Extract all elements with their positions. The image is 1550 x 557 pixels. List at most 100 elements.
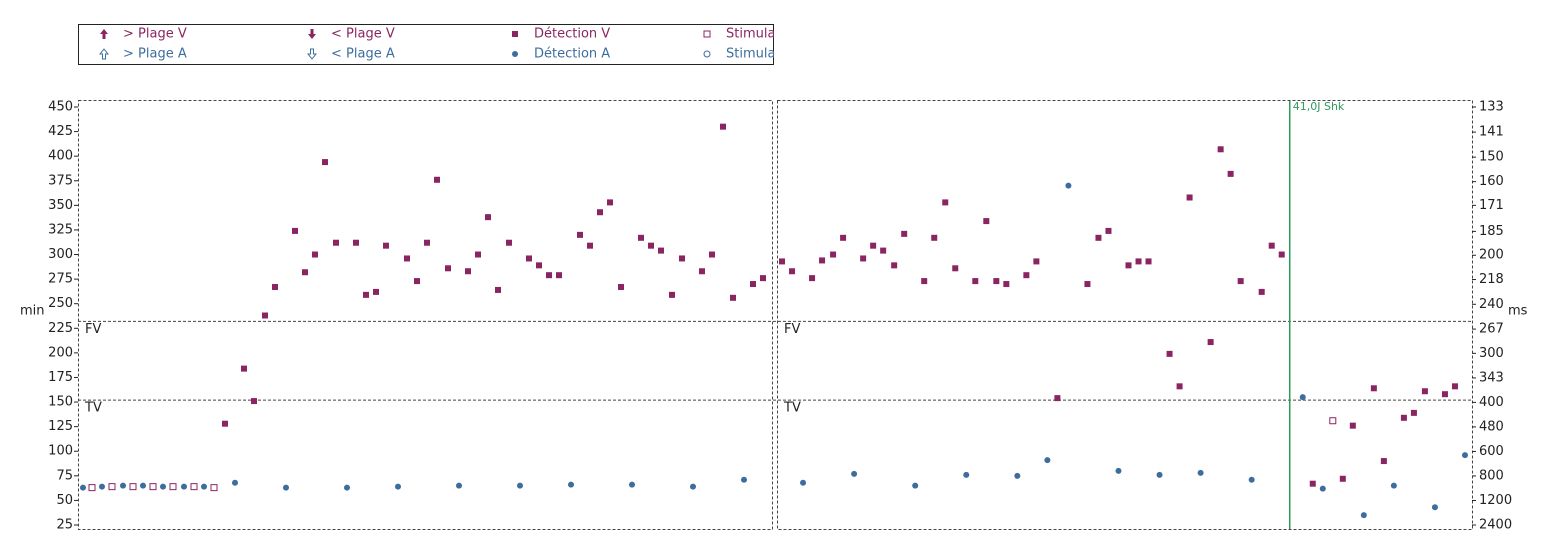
point xyxy=(1339,475,1346,482)
y-axis-label: min xyxy=(20,304,45,319)
point xyxy=(830,251,837,258)
y2-tick-label: 267 xyxy=(1479,322,1504,337)
point xyxy=(607,199,613,206)
point xyxy=(840,234,847,241)
y-tick-label: 150 xyxy=(48,395,73,410)
point xyxy=(1003,281,1010,288)
point xyxy=(789,268,796,275)
y2-tick-label: 600 xyxy=(1479,444,1504,459)
point xyxy=(993,278,1000,285)
legend-label: < Plage A xyxy=(331,47,395,62)
point xyxy=(952,265,959,272)
point xyxy=(1084,281,1091,288)
point xyxy=(921,278,928,285)
y2-tick-label: 141 xyxy=(1479,125,1504,140)
point xyxy=(851,470,858,477)
point xyxy=(800,479,807,486)
point xyxy=(741,476,747,483)
point xyxy=(577,231,583,238)
point xyxy=(720,123,726,130)
point xyxy=(1329,417,1337,425)
zone-label: FV xyxy=(784,322,800,337)
point xyxy=(414,278,420,285)
point xyxy=(1360,512,1367,519)
point xyxy=(679,255,685,262)
point xyxy=(1390,482,1397,489)
point xyxy=(292,227,298,234)
point xyxy=(1278,251,1285,258)
point xyxy=(1207,339,1214,346)
point xyxy=(160,483,166,490)
point xyxy=(445,265,451,272)
point xyxy=(517,482,523,489)
legend-marker xyxy=(308,29,316,39)
legend-marker xyxy=(98,48,110,60)
point xyxy=(690,483,696,490)
legend-box xyxy=(78,24,774,65)
point xyxy=(322,159,328,166)
point xyxy=(699,268,705,275)
point xyxy=(901,230,908,237)
point xyxy=(149,483,157,491)
point xyxy=(302,269,308,276)
point xyxy=(1054,395,1061,402)
point xyxy=(1451,383,1458,390)
point xyxy=(648,242,654,249)
point xyxy=(860,255,867,262)
point xyxy=(556,272,562,279)
point xyxy=(1176,383,1183,390)
y-tick-label: 200 xyxy=(48,345,73,360)
point xyxy=(232,479,238,486)
y-tick-label: 400 xyxy=(48,149,73,164)
point xyxy=(1156,471,1163,478)
y-tick-label: 25 xyxy=(56,518,73,533)
point xyxy=(80,484,86,491)
point xyxy=(1135,258,1142,265)
point xyxy=(546,272,552,279)
point xyxy=(1145,258,1152,265)
legend-label: Stimulation xyxy=(726,27,800,42)
point xyxy=(1033,258,1040,265)
point xyxy=(1227,170,1234,177)
point xyxy=(1095,234,1102,241)
point xyxy=(222,420,228,427)
y2-tick-label: 218 xyxy=(1479,272,1504,287)
point xyxy=(485,214,491,221)
zone-label: TV xyxy=(783,401,801,416)
point xyxy=(942,199,949,206)
y-tick-label: 450 xyxy=(48,100,73,115)
point xyxy=(434,176,440,183)
point xyxy=(1105,227,1112,234)
point xyxy=(972,278,979,285)
point xyxy=(658,247,664,254)
point xyxy=(262,312,268,319)
point xyxy=(891,262,898,269)
point xyxy=(669,291,675,298)
point xyxy=(526,255,532,262)
point xyxy=(750,281,756,288)
point xyxy=(363,291,369,298)
y-tick-label: 325 xyxy=(48,222,73,237)
point xyxy=(272,283,278,290)
point xyxy=(912,482,919,489)
point xyxy=(1421,388,1428,395)
point xyxy=(169,483,177,491)
point xyxy=(1248,476,1255,483)
point xyxy=(597,209,603,216)
point xyxy=(373,288,379,295)
point xyxy=(120,482,126,489)
point xyxy=(1431,504,1438,511)
panel-left xyxy=(78,100,773,530)
point xyxy=(312,251,318,258)
legend-label: Stimulation xyxy=(726,47,800,62)
legend-label: > Plage A xyxy=(123,47,187,62)
point xyxy=(536,262,542,269)
y-tick-label: 75 xyxy=(56,468,73,483)
point xyxy=(1044,457,1051,464)
point xyxy=(1441,391,1448,398)
y-tick-label: 275 xyxy=(48,272,73,287)
y2-tick-label: 480 xyxy=(1479,419,1504,434)
point xyxy=(465,268,471,275)
point xyxy=(963,471,970,478)
